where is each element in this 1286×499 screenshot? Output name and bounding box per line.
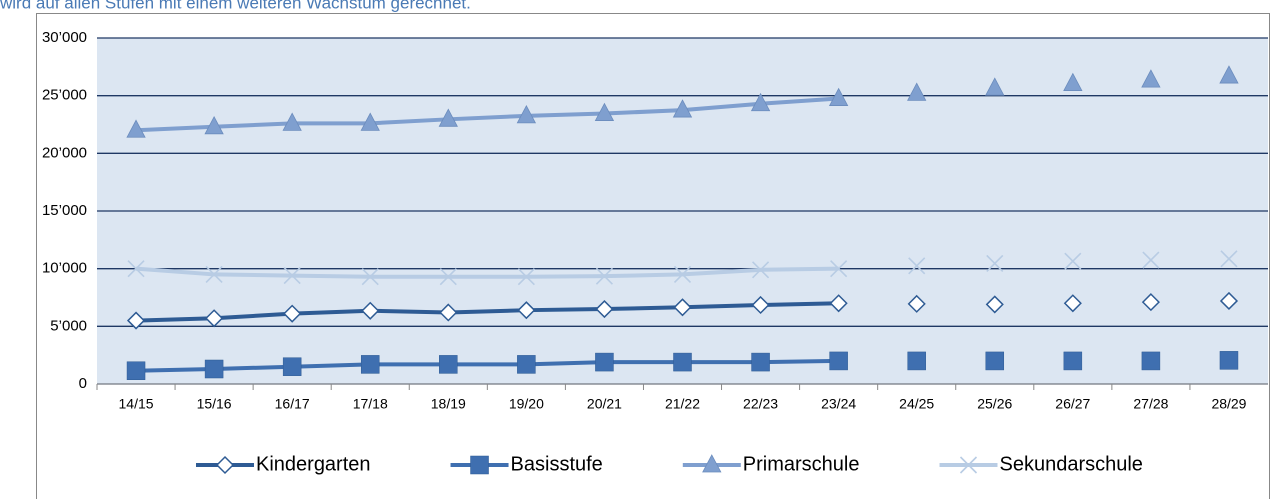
y-tick-label: 5’000 xyxy=(50,317,87,334)
x-tick-label: 28/29 xyxy=(1211,396,1246,412)
y-tick-label: 30’000 xyxy=(42,29,87,46)
legend-marker xyxy=(215,455,235,475)
y-tick-label: 15’000 xyxy=(42,202,87,219)
data-point xyxy=(595,352,614,372)
data-point xyxy=(1064,252,1082,270)
x-tick-label: 26/27 xyxy=(1055,396,1090,412)
legend-label: Sekundarschule xyxy=(1000,453,1143,475)
x-tick-label: 27/28 xyxy=(1133,396,1168,412)
y-tick-label: 25’000 xyxy=(42,87,87,104)
data-point xyxy=(1063,294,1082,313)
data-point xyxy=(1063,72,1083,91)
data-point xyxy=(1141,351,1161,371)
data-point xyxy=(127,260,145,278)
data-point xyxy=(752,261,770,279)
data-point xyxy=(908,257,926,275)
data-point xyxy=(126,361,146,380)
data-point xyxy=(673,265,692,283)
data-point xyxy=(360,355,380,374)
data-point xyxy=(828,87,849,106)
legend-marker xyxy=(470,455,489,475)
legend-label: Primarschule xyxy=(743,453,860,475)
data-point xyxy=(517,301,536,320)
data-point xyxy=(751,295,770,315)
x-tick-label: 21/22 xyxy=(665,396,700,412)
data-point xyxy=(594,102,615,121)
x-tick-label: 18/19 xyxy=(431,396,466,412)
data-point xyxy=(361,268,379,286)
y-tick-label: 10’000 xyxy=(42,260,87,277)
data-point xyxy=(204,115,224,135)
data-point xyxy=(438,108,458,127)
data-point xyxy=(673,352,692,372)
data-point xyxy=(126,119,146,138)
data-point xyxy=(516,104,537,124)
intro-text: wird auf allen Stufen mit einem weiteren… xyxy=(0,0,471,12)
data-point xyxy=(907,82,927,101)
data-point xyxy=(439,355,458,374)
x-tick-label: 23/24 xyxy=(821,396,856,412)
data-point xyxy=(1141,69,1161,88)
data-point xyxy=(985,77,1005,96)
data-point xyxy=(204,359,224,379)
x-tick-label: 25/26 xyxy=(977,396,1012,412)
data-point xyxy=(907,294,926,313)
data-point xyxy=(361,301,380,320)
data-point xyxy=(1219,351,1239,370)
data-point xyxy=(595,267,613,285)
x-tick-label: 20/21 xyxy=(587,396,622,412)
data-point xyxy=(673,298,692,317)
data-point xyxy=(282,112,302,131)
data-point xyxy=(985,351,1005,371)
legend-marker xyxy=(702,454,722,473)
data-point xyxy=(830,260,848,278)
data-point xyxy=(595,299,614,319)
data-point xyxy=(986,254,1004,273)
data-point xyxy=(1220,250,1238,268)
data-point xyxy=(985,295,1004,314)
data-point xyxy=(750,92,771,112)
data-point xyxy=(1219,65,1239,84)
data-point xyxy=(1141,293,1160,312)
x-tick-label: 14/15 xyxy=(119,396,154,412)
data-point xyxy=(283,304,302,323)
legend-marker xyxy=(959,456,978,474)
data-point xyxy=(1142,251,1160,269)
y-tick-label: 20’000 xyxy=(42,144,87,161)
data-point xyxy=(751,352,770,372)
data-point xyxy=(517,268,535,286)
data-point xyxy=(517,355,536,374)
data-point xyxy=(283,267,301,285)
x-tick-label: 15/16 xyxy=(197,396,232,412)
data-point xyxy=(907,351,926,371)
data-point xyxy=(1063,351,1083,371)
x-tick-label: 22/23 xyxy=(743,396,778,412)
x-tick-label: 17/18 xyxy=(353,396,388,412)
data-point xyxy=(672,99,693,118)
series-line xyxy=(135,301,839,323)
data-point xyxy=(439,268,457,286)
data-point xyxy=(282,357,302,376)
legend-label: Basisstufe xyxy=(511,453,603,475)
data-point xyxy=(439,303,458,322)
data-point xyxy=(829,351,848,371)
series-line xyxy=(135,266,839,279)
x-tick-label: 19/20 xyxy=(509,396,544,412)
data-point xyxy=(205,309,224,328)
series-line xyxy=(135,96,839,133)
y-tick-label: 0 xyxy=(79,375,87,392)
legend-label: Kindergarten xyxy=(256,453,371,475)
data-point xyxy=(829,294,848,313)
x-tick-label: 24/25 xyxy=(899,396,934,412)
data-point xyxy=(126,311,146,330)
data-point xyxy=(1219,291,1239,311)
data-point xyxy=(360,112,380,131)
data-point xyxy=(205,265,223,283)
series-line xyxy=(135,358,839,373)
x-tick-label: 16/17 xyxy=(275,396,310,412)
